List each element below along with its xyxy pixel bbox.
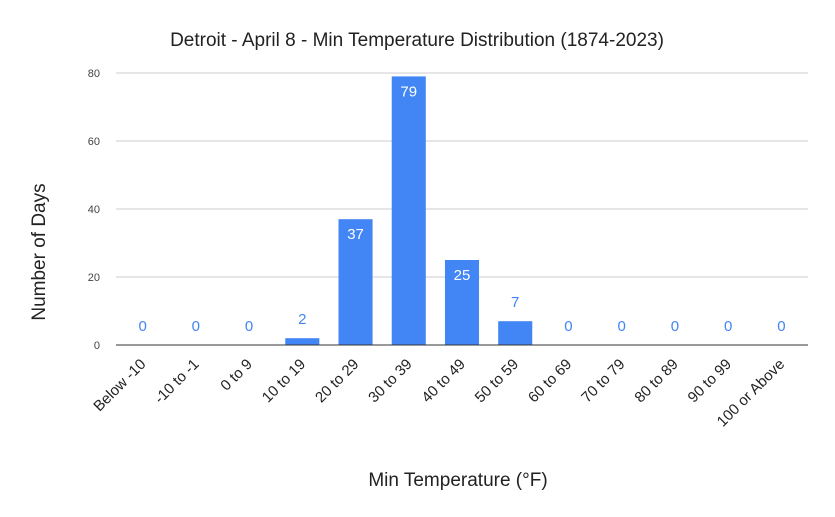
bar <box>498 321 533 345</box>
x-tick-label: 30 to 39 <box>365 356 415 406</box>
data-label: 0 <box>618 318 626 335</box>
y-tick-label: 0 <box>94 340 100 352</box>
chart-title: Detroit - April 8 - Min Temperature Dist… <box>170 30 664 51</box>
y-axis-title: Number of Days <box>29 183 50 320</box>
data-label: 37 <box>347 226 364 243</box>
y-tick-label: 60 <box>88 136 100 148</box>
y-axis-ticks: 0 20 40 60 80 <box>88 68 100 352</box>
data-label: 25 <box>454 267 471 284</box>
x-tick-label: 90 to 99 <box>685 356 735 406</box>
x-tick-label: 60 to 69 <box>525 356 575 406</box>
x-tick-label: 70 to 79 <box>578 356 628 406</box>
y-tick-label: 80 <box>88 68 100 80</box>
bar <box>338 219 373 345</box>
data-labels: 0 0 0 2 37 79 25 7 0 0 0 0 0 <box>138 83 785 335</box>
bar <box>391 76 426 346</box>
x-tick-label: -10 to -1 <box>151 356 203 408</box>
data-label: 0 <box>777 318 785 335</box>
data-label: 0 <box>245 318 253 335</box>
data-label: 0 <box>192 318 200 335</box>
bar <box>285 338 320 345</box>
x-axis-title: Min Temperature (°F) <box>368 470 547 491</box>
x-tick-label: 0 to 9 <box>217 356 256 395</box>
x-axis-ticks: Below -10 -10 to -1 0 to 9 10 to 19 20 to 29… <box>90 356 788 431</box>
x-tick-label: 40 to 49 <box>418 356 468 406</box>
data-label: 0 <box>564 318 572 335</box>
gridlines <box>116 72 808 278</box>
data-label: 0 <box>671 318 679 335</box>
x-tick-label: Below -10 <box>90 356 149 415</box>
data-label: 79 <box>400 83 417 100</box>
x-tick-label: 50 to 59 <box>472 356 522 406</box>
x-tick-label: 80 to 89 <box>631 356 681 406</box>
data-label: 2 <box>298 311 306 328</box>
x-tick-label: 10 to 19 <box>259 356 309 406</box>
bars <box>285 76 533 346</box>
data-label: 0 <box>724 318 732 335</box>
y-tick-label: 20 <box>88 272 100 284</box>
y-tick-label: 40 <box>88 204 100 216</box>
x-tick-label: 20 to 29 <box>312 356 362 406</box>
data-label: 0 <box>138 318 146 335</box>
bar <box>444 260 480 345</box>
data-label: 7 <box>511 294 519 311</box>
